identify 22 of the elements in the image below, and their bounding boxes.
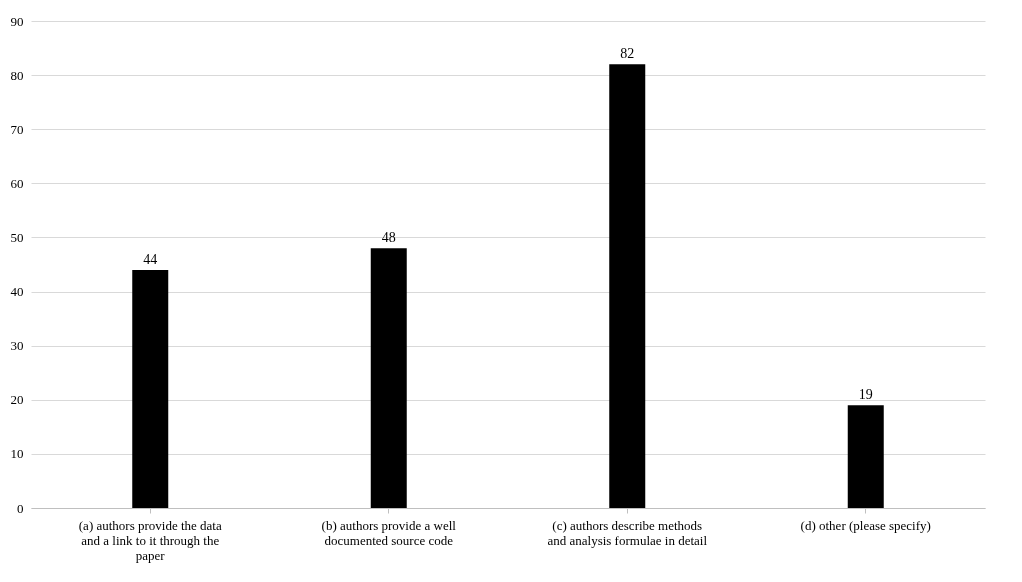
y-tick-label: 60 bbox=[10, 175, 24, 191]
y-tick-label: 30 bbox=[10, 338, 24, 354]
data-label: 44 bbox=[143, 251, 158, 267]
y-tick-label: 90 bbox=[10, 13, 24, 29]
y-tick-label: 70 bbox=[10, 121, 24, 137]
y-tick-label: 80 bbox=[10, 67, 24, 83]
y-tick-label: 20 bbox=[10, 392, 24, 408]
x-tick-label: (c) authors describe methods and analysis formulae in detail bbox=[547, 517, 708, 548]
x-tick-label: (b) authors provide a well documented source code bbox=[321, 517, 457, 548]
y-tick-label: 50 bbox=[10, 229, 24, 245]
y-tick-label: 40 bbox=[10, 284, 24, 300]
data-label: 48 bbox=[381, 230, 396, 246]
x-tick-label: (a) authors provide the data and a link to it through the paper bbox=[78, 517, 222, 563]
x-tick-label: (d) other (please specify) bbox=[800, 517, 931, 533]
y-tick-label: 10 bbox=[10, 446, 24, 462]
bar bbox=[132, 269, 169, 508]
data-label: 19 bbox=[858, 387, 873, 403]
y-tick-label: 0 bbox=[17, 500, 24, 516]
bar bbox=[370, 248, 407, 508]
bar bbox=[847, 405, 884, 508]
bar bbox=[609, 64, 646, 508]
data-label: 82 bbox=[620, 46, 635, 62]
